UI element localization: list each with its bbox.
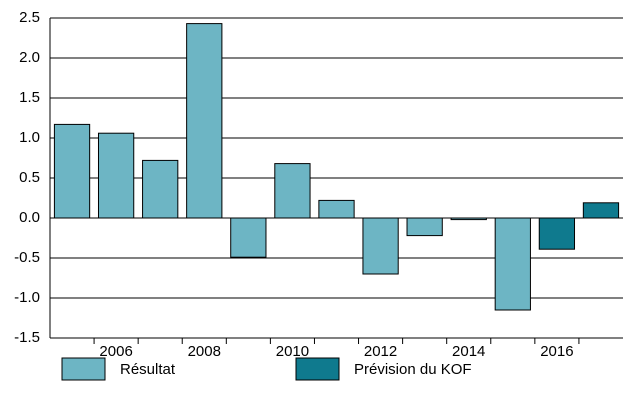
y-tick-label: 2.5 — [19, 9, 40, 26]
legend-label: Résultat — [120, 361, 176, 378]
bar — [494, 217, 531, 311]
x-tick-label: 2010 — [276, 343, 309, 360]
bar — [450, 217, 487, 221]
y-tick-label: -1.0 — [14, 289, 40, 306]
y-tick-label: 2.0 — [19, 49, 40, 66]
x-tick-label: 2014 — [452, 343, 485, 360]
legend-swatch — [61, 357, 106, 381]
y-tick-label: -1.5 — [14, 329, 40, 346]
y-tick-label: 1.5 — [19, 89, 40, 106]
x-tick-label: 2016 — [540, 343, 573, 360]
bar — [230, 217, 267, 258]
y-tick-label: -0.5 — [14, 249, 40, 266]
y-tick-label: 0.0 — [19, 209, 40, 226]
legend-label: Prévision du KOF — [354, 361, 472, 378]
bar — [406, 217, 443, 237]
y-tick-label: 0.5 — [19, 169, 40, 186]
bar — [274, 163, 311, 219]
x-tick-label: 2006 — [99, 343, 132, 360]
legend-swatch — [295, 357, 340, 381]
y-tick-label: 1.0 — [19, 129, 40, 146]
x-tick-label: 2008 — [188, 343, 221, 360]
bar — [362, 217, 399, 275]
bar — [582, 202, 620, 219]
bar — [142, 159, 179, 219]
bar — [97, 132, 135, 219]
x-tick-label: 2012 — [364, 343, 397, 360]
bar — [186, 23, 223, 219]
bar — [538, 217, 576, 250]
bar — [318, 199, 355, 219]
bar — [53, 123, 91, 219]
